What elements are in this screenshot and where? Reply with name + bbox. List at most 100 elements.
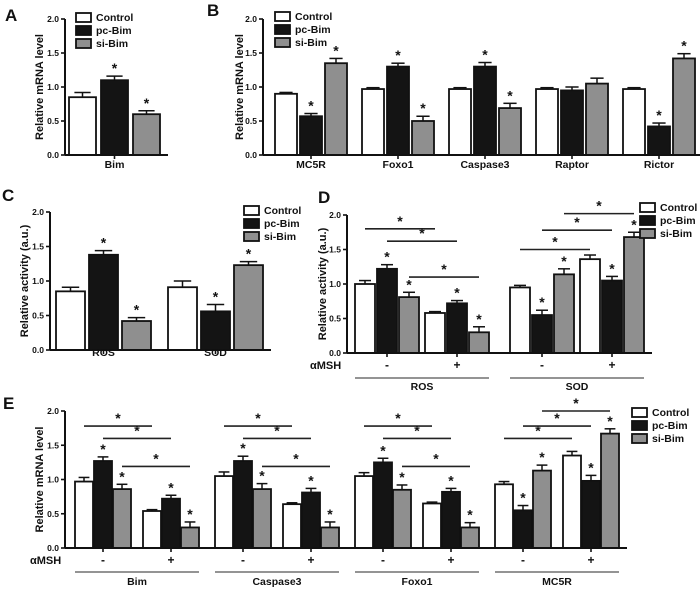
significance-star: * <box>134 302 140 318</box>
y-axis-title: Relative mRNA level <box>34 427 46 533</box>
x-category-label: + <box>608 358 615 372</box>
x-category-label: + <box>447 553 454 567</box>
significance-star: * <box>246 246 252 262</box>
significance-star: * <box>476 311 482 327</box>
y-tick-label: 1.0 <box>32 276 44 286</box>
significance-star: * <box>399 469 405 485</box>
significance-star: * <box>539 294 545 310</box>
significance-star: * <box>573 395 579 411</box>
x-category-label: + <box>307 553 314 567</box>
panel-a-label: A <box>5 6 18 25</box>
legend-swatch-si-Bim <box>274 37 291 48</box>
significance-star: * <box>596 198 602 214</box>
significance-star: * <box>274 422 280 438</box>
y-axis-title: Relative mRNA level <box>34 34 46 140</box>
y-tick-label: 1.5 <box>47 48 59 58</box>
bar-Control <box>68 96 97 156</box>
significance-star: * <box>187 506 193 522</box>
legend-swatch-si-Bim <box>75 38 92 49</box>
significance-star: * <box>115 410 121 426</box>
legend-label: si-Bim <box>660 228 692 240</box>
y-tick-label: 2.0 <box>47 406 59 416</box>
span-label: Caspase3 <box>252 576 301 588</box>
bar-pc-Bim <box>373 461 393 549</box>
significance-star: * <box>561 253 567 269</box>
bar-si-Bim <box>532 469 552 549</box>
bar-si-Bim <box>468 331 490 354</box>
x-category-label: Bim <box>105 159 125 171</box>
x-category-label: Foxo1 <box>383 159 414 171</box>
x-category-label: ROS <box>92 347 115 359</box>
significance-star: * <box>119 468 125 484</box>
legend-label: Control <box>295 11 332 23</box>
bar-Control <box>274 92 298 156</box>
significance-star: * <box>681 38 687 54</box>
bar-pc-Bim <box>301 491 321 549</box>
significance-star: * <box>406 276 412 292</box>
x-category-label: - <box>385 358 389 372</box>
y-tick-label: 1.5 <box>329 245 341 255</box>
legend-label: pc-Bim <box>264 218 300 230</box>
significance-star: * <box>631 216 637 232</box>
significance-star: * <box>420 100 426 116</box>
bar-pc-Bim <box>560 89 584 156</box>
y-tick-label: 2.0 <box>329 210 341 220</box>
x-category-label: SOD <box>204 347 227 359</box>
bar-Control <box>622 88 646 156</box>
significance-star: * <box>255 410 261 426</box>
y-axis-title: Relative activity (a.u.) <box>317 227 329 340</box>
span-label: Bim <box>127 576 147 588</box>
y-tick-label: 0.0 <box>245 150 257 160</box>
legend-swatch-pc-Bim <box>75 25 92 36</box>
bar-si-Bim <box>585 82 609 156</box>
significance-star: * <box>333 42 339 58</box>
significance-star: * <box>134 422 140 438</box>
bar-Control <box>448 88 472 156</box>
bar-Control <box>142 510 162 549</box>
significance-star: * <box>308 472 314 488</box>
bar-Control <box>282 503 302 549</box>
bar-si-Bim <box>392 488 412 549</box>
significance-star: * <box>380 442 386 458</box>
x-category-label: + <box>453 358 460 372</box>
significance-star: * <box>395 47 401 63</box>
legend-swatch-pc-Bim <box>631 420 648 431</box>
panel-d-label: D <box>318 188 331 207</box>
bar-Control <box>535 88 559 156</box>
legend-label: si-Bim <box>96 38 128 50</box>
significance-star: * <box>101 235 107 251</box>
x-category-label: - <box>381 553 385 567</box>
bar-Control <box>167 286 198 351</box>
significance-star: * <box>213 288 219 304</box>
span-label: Foxo1 <box>402 576 433 588</box>
significance-star: * <box>520 490 526 506</box>
span-label: SOD <box>566 381 589 393</box>
bar-Control <box>562 454 582 549</box>
bar-Control <box>354 475 374 549</box>
significance-star: * <box>554 410 560 426</box>
significance-star: * <box>433 450 439 466</box>
bar-Control <box>509 286 531 354</box>
significance-star: * <box>448 472 454 488</box>
significance-star: * <box>656 107 662 123</box>
significance-star: * <box>588 459 594 475</box>
significance-star: * <box>535 422 541 438</box>
bar-pc-Bim <box>386 65 410 156</box>
legend-label: Control <box>96 12 133 24</box>
legend-swatch-Control <box>631 407 648 418</box>
bar-pc-Bim <box>233 460 253 549</box>
legend-label: Control <box>652 407 689 419</box>
bar-pc-Bim <box>446 302 468 354</box>
legend-swatch-pc-Bim <box>243 218 260 229</box>
bar-si-Bim <box>553 273 575 354</box>
legend-swatch-si-Bim <box>631 433 648 444</box>
y-tick-label: 1.0 <box>47 82 59 92</box>
legend-label: pc-Bim <box>295 24 331 36</box>
bar-si-Bim <box>600 432 620 549</box>
bar-si-Bim <box>398 296 420 354</box>
y-tick-label: 0.5 <box>245 116 257 126</box>
bar-pc-Bim <box>93 460 113 549</box>
